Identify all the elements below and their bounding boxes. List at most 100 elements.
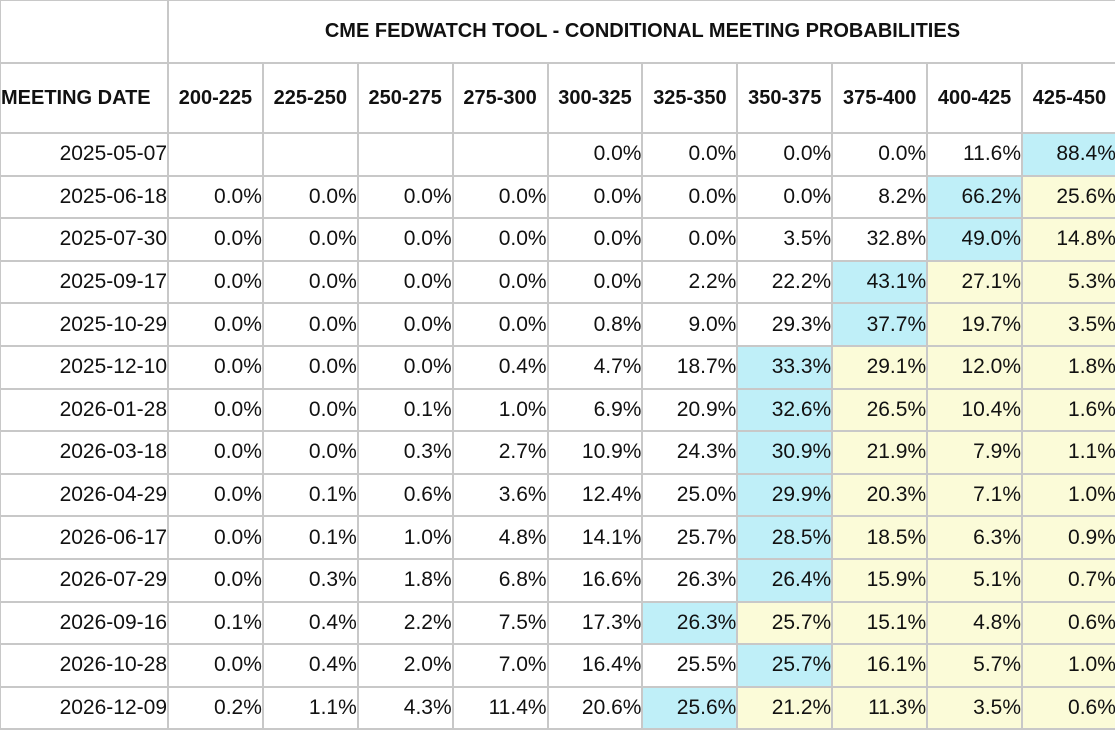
probability-cell: 6.3% [926,515,1024,560]
meeting-date-cell: 2026-01-28 [0,387,169,433]
probability-cell: 0.0% [261,430,359,475]
probability-cell: 0.0% [546,259,644,305]
probability-cell: 0.0% [546,132,644,177]
probability-cell: 32.8% [831,217,929,262]
meeting-date-cell: 2025-10-29 [0,302,169,347]
meeting-date-cell: 2025-12-10 [0,344,169,390]
probability-cell: 0.0% [167,515,264,560]
probability-cell: 0.0% [261,344,359,390]
table-body: 2025-05-07 0.0% 0.0% 0.0% 0.0% 11.6% 88.4% 2025… [0,132,1115,731]
probability-cell: 0.0% [356,302,454,347]
table-row: 2026-12-09 0.2% 1.1% 4.3% 11.4% 20.6% 25.6% 21.… [0,685,1115,731]
probability-cell: 0.4% [451,344,549,390]
probability-cell [261,132,359,177]
probability-cell: 8.2% [831,174,929,220]
probability-cell: 1.0% [1021,643,1115,688]
probability-cell: 3.5% [1021,302,1115,347]
probability-cell: 0.0% [736,132,834,177]
probability-cell: 25.7% [736,600,834,646]
probability-cell: 25.5% [641,643,739,688]
probability-cell: 5.1% [926,557,1024,603]
probability-cell: 0.7% [1021,557,1115,603]
probability-cell: 20.6% [546,685,644,731]
rate-range-header: 325-350 [641,62,739,134]
probability-cell: 24.3% [641,430,739,475]
meeting-date-header: MEETING DATE [0,62,169,134]
probability-cell: 1.1% [261,685,359,731]
table-row: 2026-07-29 0.0% 0.3% 1.8% 6.8% 16.6% 26.3% 26.4… [0,557,1115,603]
probability-cell: 26.3% [641,557,739,603]
meeting-date-cell: 2026-06-17 [0,515,169,560]
probability-cell: 0.6% [356,472,454,518]
max-probability-cell: 25.6% [641,685,739,731]
max-probability-cell: 43.1% [831,259,929,305]
probability-cell: 11.4% [451,685,549,731]
rate-range-header: 225-250 [261,62,359,134]
probability-cell: 0.0% [167,643,264,688]
probability-cell: 3.6% [451,472,549,518]
probability-cell: 2.7% [451,430,549,475]
table-row: 2026-09-16 0.1% 0.4% 2.2% 7.5% 17.3% 26.3% 25.7… [0,600,1115,646]
probability-cell: 1.6% [1021,387,1115,433]
table-row: 2026-06-17 0.0% 0.1% 1.0% 4.8% 14.1% 25.7% 28.5… [0,515,1115,560]
probability-cell: 19.7% [926,302,1024,347]
meeting-date-cell: 2026-10-28 [0,643,169,688]
table-row: 2025-07-30 0.0% 0.0% 0.0% 0.0% 0.0% 0.0% 3.5% 32… [0,217,1115,262]
probability-cell: 0.1% [261,515,359,560]
rate-range-header: 425-450 [1021,62,1115,134]
probability-cell: 0.0% [167,472,264,518]
probability-cell: 17.3% [546,600,644,646]
probability-cell: 16.4% [546,643,644,688]
probability-cell: 1.8% [356,557,454,603]
probability-cell: 20.9% [641,387,739,433]
probability-cell: 0.3% [261,557,359,603]
max-probability-cell: 26.3% [641,600,739,646]
table-title: CME FEDWATCH TOOL - CONDITIONAL MEETING … [167,0,1115,64]
probability-cell: 0.0% [167,217,264,262]
probability-cell: 0.0% [451,259,549,305]
meeting-date-cell: 2026-04-29 [0,472,169,518]
max-probability-cell: 30.9% [736,430,834,475]
probability-cell: 0.0% [831,132,929,177]
probability-cell: 15.1% [831,600,929,646]
probability-cell: 25.6% [1021,174,1115,220]
rate-range-header: 250-275 [356,62,454,134]
probability-cell: 1.0% [451,387,549,433]
probability-cell: 0.0% [261,259,359,305]
probability-cell: 0.4% [261,643,359,688]
probability-cell: 25.7% [641,515,739,560]
column-header-row: MEETING DATE 200-225 225-250 250-275 275-30… [0,62,1115,134]
max-probability-cell: 25.7% [736,643,834,688]
probability-cell: 4.8% [926,600,1024,646]
rate-range-header: 275-300 [451,62,549,134]
probability-cell: 0.0% [167,430,264,475]
probability-cell: 10.9% [546,430,644,475]
probability-cell: 25.0% [641,472,739,518]
table-row: 2025-05-07 0.0% 0.0% 0.0% 0.0% 11.6% 88.4% [0,132,1115,177]
table-row: 2026-03-18 0.0% 0.0% 0.3% 2.7% 10.9% 24.3% 30.9… [0,430,1115,475]
probability-cell: 20.3% [831,472,929,518]
probability-cell: 12.0% [926,344,1024,390]
rate-range-header: 200-225 [167,62,264,134]
probability-cell: 18.5% [831,515,929,560]
table-row: 2025-09-17 0.0% 0.0% 0.0% 0.0% 0.0% 2.2% 22.2% 4… [0,259,1115,305]
probability-cell: 29.3% [736,302,834,347]
probability-cell: 0.0% [261,174,359,220]
probability-cell: 4.7% [546,344,644,390]
max-probability-cell: 37.7% [831,302,929,347]
probability-cell: 29.1% [831,344,929,390]
probability-cell [451,132,549,177]
probability-cell: 0.0% [261,217,359,262]
meeting-date-cell: 2026-07-29 [0,557,169,603]
probability-cell: 0.0% [167,387,264,433]
probability-cell: 0.0% [641,174,739,220]
probability-cell: 7.0% [451,643,549,688]
probability-cell: 7.5% [451,600,549,646]
probability-cell: 10.4% [926,387,1024,433]
probability-cell: 6.8% [451,557,549,603]
probability-cell: 0.3% [356,430,454,475]
title-row: CME FEDWATCH TOOL - CONDITIONAL MEETING … [0,0,1115,64]
table-row: 2026-10-28 0.0% 0.4% 2.0% 7.0% 16.4% 25.5% 25.7… [0,643,1115,688]
table-row: 2025-12-10 0.0% 0.0% 0.0% 0.4% 4.7% 18.7% 33.3%… [0,344,1115,390]
rate-range-header: 300-325 [546,62,644,134]
